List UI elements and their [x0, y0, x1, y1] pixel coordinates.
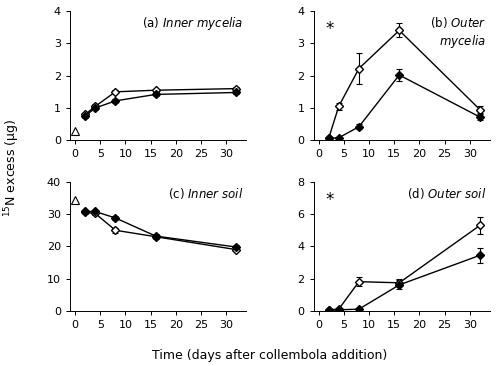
Text: $^{15}$N excess (μg): $^{15}$N excess (μg) — [2, 119, 22, 217]
Text: *: * — [326, 20, 334, 38]
Text: (c) $\it{Inner\ soil}$: (c) $\it{Inner\ soil}$ — [168, 186, 243, 201]
Text: (d) $\it{Outer\ soil}$: (d) $\it{Outer\ soil}$ — [407, 186, 486, 201]
Text: Time (days after collembola addition): Time (days after collembola addition) — [152, 349, 388, 362]
Text: (b) $\it{Outer}$
$\it{mycelia}$: (b) $\it{Outer}$ $\it{mycelia}$ — [430, 15, 486, 51]
Text: (a) $\it{Inner\ mycelia}$: (a) $\it{Inner\ mycelia}$ — [142, 15, 243, 32]
Text: *: * — [326, 191, 334, 209]
